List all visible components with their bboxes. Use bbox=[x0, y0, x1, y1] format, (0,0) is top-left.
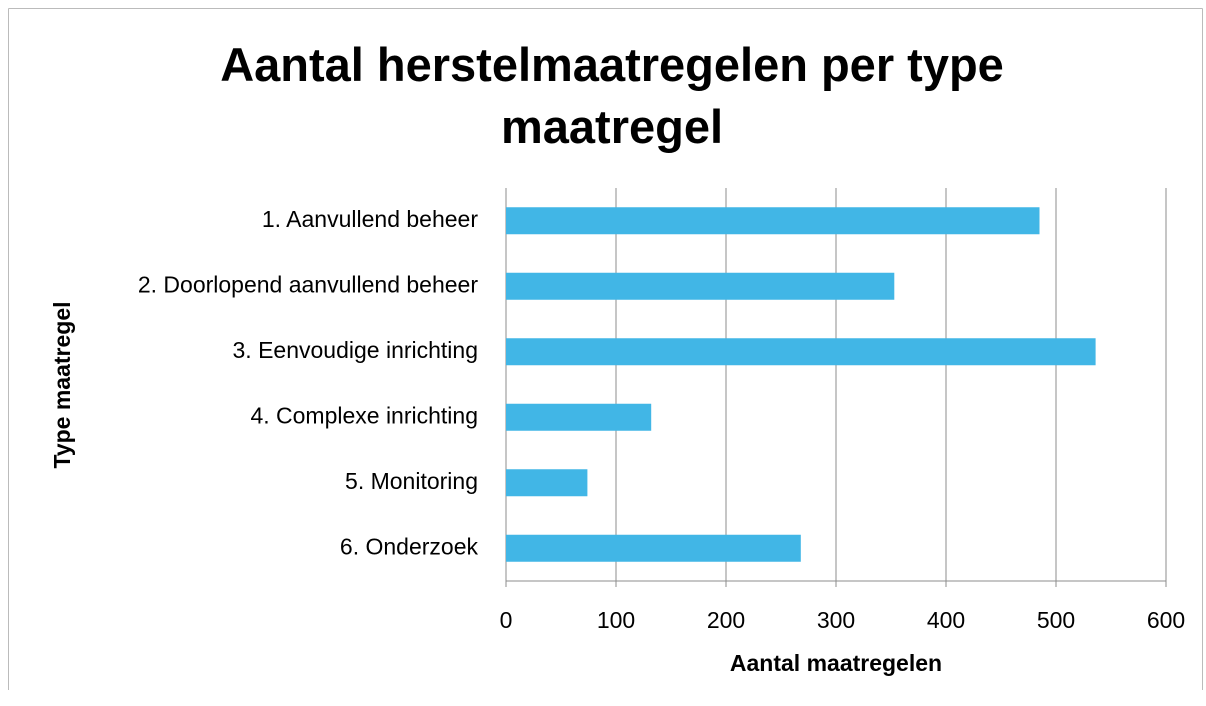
x-tick-label: 500 bbox=[1037, 607, 1075, 633]
bar bbox=[506, 207, 1040, 235]
x-tick-label: 400 bbox=[927, 607, 965, 633]
bar bbox=[506, 272, 895, 300]
x-axis-label: Aantal maatregelen bbox=[730, 650, 942, 676]
y-axis-label: Type maatregel bbox=[49, 301, 75, 468]
x-tick-label: 100 bbox=[597, 607, 635, 633]
x-tick-label: 200 bbox=[707, 607, 745, 633]
y-tick-label: 3. Eenvoudige inrichting bbox=[233, 337, 479, 363]
x-tick-label: 0 bbox=[500, 607, 513, 633]
bar bbox=[506, 534, 801, 562]
y-tick-label: 6. Onderzoek bbox=[340, 533, 479, 559]
chart-title: Aantal herstelmaatregelen per type maatr… bbox=[220, 38, 1004, 153]
y-tick-label: 4. Complexe inrichting bbox=[250, 402, 478, 428]
x-tick-label: 300 bbox=[817, 607, 855, 633]
y-tick-label: 5. Monitoring bbox=[345, 468, 478, 494]
x-tick-label: 600 bbox=[1147, 607, 1185, 633]
bar bbox=[506, 469, 588, 497]
y-tick-label: 2. Doorlopend aanvullend beheer bbox=[138, 271, 478, 297]
bar bbox=[506, 338, 1096, 366]
bar bbox=[506, 403, 652, 431]
y-tick-label: 1. Aanvullend beheer bbox=[262, 206, 478, 232]
